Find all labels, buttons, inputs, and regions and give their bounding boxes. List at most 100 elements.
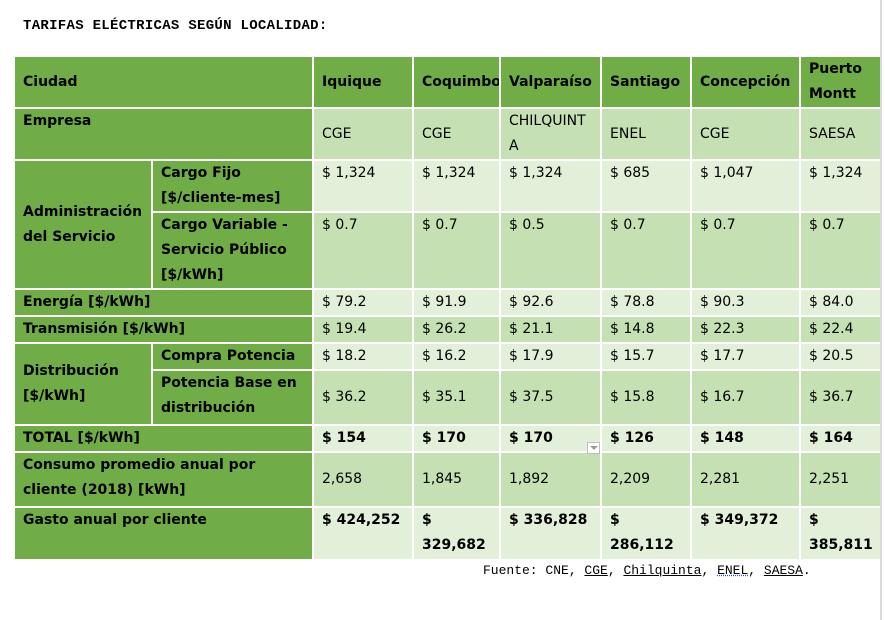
cell-potencia-base: $ 36.2 (314, 371, 414, 426)
cell-total: $ 148 (692, 426, 801, 453)
header-city-label: Ciudad (15, 57, 314, 109)
cell-gasto: $ 349,372 (692, 508, 801, 559)
row-label-consumo: Consumo promedio anual por cliente (2018… (15, 453, 314, 508)
cell-total: $ 154 (314, 426, 414, 453)
cell-gasto: $ 336,828 (501, 508, 602, 559)
dropdown-arrow-icon[interactable] (587, 442, 600, 454)
cell-energia: $ 84.0 (801, 290, 881, 317)
cell-empresa: SAESA (801, 109, 881, 161)
table-row-compra-potencia: Distribución [$/kWh] Compra Potencia $ 1… (15, 344, 881, 426)
cell-compra-potencia: $ 20.5 (801, 344, 881, 371)
cell-potencia-base: $ 36.7 (801, 371, 881, 426)
header-city-santiago: Santiago (602, 57, 692, 109)
cell-consumo: 2,251 (801, 453, 881, 508)
source-link-cge[interactable]: CGE (584, 563, 608, 578)
cell-energia: $ 92.6 (501, 290, 602, 317)
cell-cargo-fijo: $ 1,324 (414, 161, 501, 213)
cell-transmision: $ 26.2 (414, 317, 501, 344)
row-label-gasto: Gasto anual por cliente (15, 508, 314, 559)
row-label-empresa: Empresa (15, 109, 314, 161)
cell-cargo-variable: $ 0.7 (801, 213, 881, 290)
cell-consumo: 2,209 (602, 453, 692, 508)
source-link-chilquinta[interactable]: Chilquinta (623, 563, 702, 578)
cell-energia: $ 79.2 (314, 290, 414, 317)
source-note: Fuente: CNE, CGE, Chilquinta, ENEL, SAES… (483, 563, 811, 578)
page-edge-divider (880, 0, 882, 620)
cell-potencia-base: $ 16.7 (692, 371, 801, 426)
table-row-empresa: Empresa CGE CGE CHILQUINTA ENEL CGE SAES… (15, 109, 881, 161)
header-city-puerto-montt: Puerto Montt (801, 57, 881, 109)
table-row-cargo-fijo: Administración del Servicio Cargo Fijo [… (15, 161, 881, 290)
row-label-compra-potencia: Compra Potencia (153, 344, 314, 371)
header-city-valparaiso: Valparaíso (501, 57, 602, 109)
cell-transmision: $ 21.1 (501, 317, 602, 344)
table-row-potencia-base: Potencia Base en distribución $ 36.2 $ 3… (15, 371, 881, 426)
cell-cargo-fijo: $ 685 (602, 161, 692, 213)
row-label-cargo-fijo: Cargo Fijo [$/cliente-mes] (153, 161, 314, 213)
row-label-transmision: Transmisión [$/kWh] (15, 317, 314, 344)
cell-energia: $ 90.3 (692, 290, 801, 317)
cell-cargo-fijo: $ 1,324 (801, 161, 881, 213)
cell-cargo-fijo: $ 1,324 (501, 161, 602, 213)
row-group-distribucion: Distribución [$/kWh] (15, 344, 153, 426)
cell-consumo: 2,658 (314, 453, 414, 508)
cell-gasto: $ 385,811 (801, 508, 881, 559)
source-separator: , (748, 563, 764, 578)
tariff-table: Ciudad Iquique Coquimbo Valparaíso Santi… (15, 57, 881, 559)
cell-cargo-variable: $ 0.7 (692, 213, 801, 290)
cell-empresa: CHILQUINTA (501, 109, 602, 161)
table-row-transmision: Transmisión [$/kWh] $ 19.4 $ 26.2 $ 21.1… (15, 317, 881, 344)
page-title: TARIFAS ELÉCTRICAS SEGÚN LOCALIDAD: (23, 18, 328, 34)
cell-transmision: $ 14.8 (602, 317, 692, 344)
source-suffix: . (802, 563, 811, 578)
header-city-concepcion: Concepción (692, 57, 801, 109)
cell-consumo: 1,892 (501, 453, 602, 508)
cell-total: $ 170 (414, 426, 501, 453)
table-row-consumo: Consumo promedio anual por cliente (2018… (15, 453, 881, 508)
cell-cargo-variable: $ 0.7 (314, 213, 414, 290)
cell-transmision: $ 22.4 (801, 317, 881, 344)
cell-total: $ 126 (602, 426, 692, 453)
source-separator: , (701, 563, 718, 578)
row-label-energia: Energía [$/kWh] (15, 290, 314, 317)
cell-potencia-base: $ 15.8 (602, 371, 692, 426)
cell-gasto: $ 286,112 (602, 508, 692, 559)
source-link-enel[interactable]: ENEL (717, 563, 749, 578)
source-link-saesa[interactable]: SAESA (763, 563, 803, 578)
cell-empresa: CGE (692, 109, 801, 161)
table-row-cargo-variable: Cargo Variable - Servicio Público [$/kWh… (15, 213, 881, 290)
table-row-gasto: Gasto anual por cliente $ 424,252 $ 329,… (15, 508, 881, 559)
cell-total: $ 164 (801, 426, 881, 453)
cell-compra-potencia: $ 17.7 (692, 344, 801, 371)
row-label-total: TOTAL [$/kWh] (15, 426, 314, 453)
source-prefix: Fuente: CNE, (483, 563, 585, 578)
cell-cargo-variable: $ 0.7 (602, 213, 692, 290)
cell-compra-potencia: $ 17.9 (501, 344, 602, 371)
cell-energia: $ 78.8 (602, 290, 692, 317)
cell-consumo: 1,845 (414, 453, 501, 508)
table-row-header: Ciudad Iquique Coquimbo Valparaíso Santi… (15, 57, 881, 109)
cell-transmision: $ 22.3 (692, 317, 801, 344)
row-group-administracion: Administración del Servicio (15, 161, 153, 290)
cell-compra-potencia: $ 16.2 (414, 344, 501, 371)
table-row-energia: Energía [$/kWh] $ 79.2 $ 91.9 $ 92.6 $ 7… (15, 290, 881, 317)
cell-gasto: $ 329,682 (414, 508, 501, 559)
cell-cargo-variable: $ 0.5 (501, 213, 602, 290)
row-label-potencia-base: Potencia Base en distribución (153, 371, 314, 426)
cell-gasto: $ 424,252 (314, 508, 414, 559)
cell-cargo-fijo: $ 1,047 (692, 161, 801, 213)
cell-transmision: $ 19.4 (314, 317, 414, 344)
row-label-cargo-variable: Cargo Variable - Servicio Público [$/kWh… (153, 213, 314, 290)
cell-compra-potencia: $ 15.7 (602, 344, 692, 371)
cell-potencia-base: $ 35.1 (414, 371, 501, 426)
cell-empresa: ENEL (602, 109, 692, 161)
source-separator: , (607, 563, 624, 578)
cell-consumo: 2,281 (692, 453, 801, 508)
cell-energia: $ 91.9 (414, 290, 501, 317)
table-row-total: TOTAL [$/kWh] $ 154 $ 170 $ 170 $ 126 $ … (15, 426, 881, 453)
cell-cargo-fijo: $ 1,324 (314, 161, 414, 213)
cell-cargo-variable: $ 0.7 (414, 213, 501, 290)
cell-compra-potencia: $ 18.2 (314, 344, 414, 371)
header-city-iquique: Iquique (314, 57, 414, 109)
cell-total: $ 170 (501, 426, 602, 453)
